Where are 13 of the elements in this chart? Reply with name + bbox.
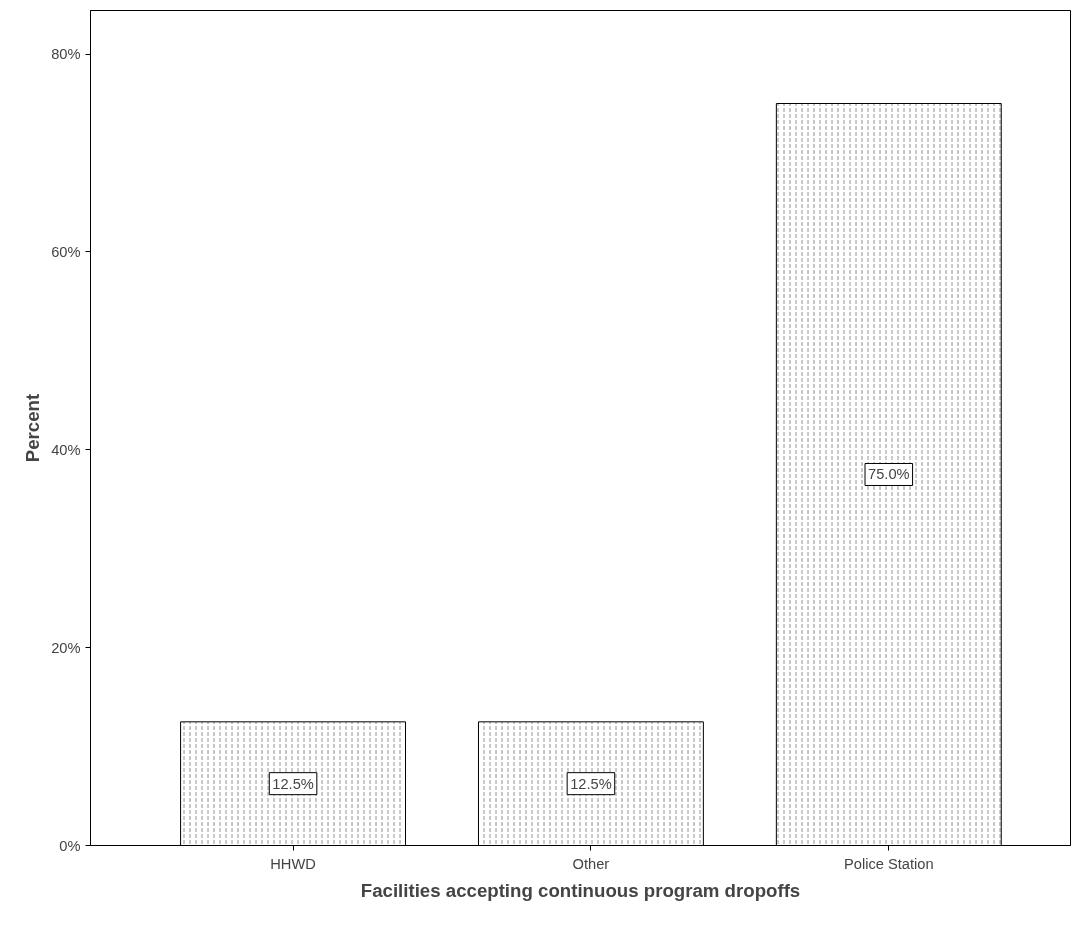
y-tick-label: 40% (51, 441, 81, 458)
y-tick-label: 0% (59, 837, 81, 854)
x-tick-label: HHWD (270, 855, 316, 872)
y-tick-label: 20% (51, 639, 81, 656)
x-tick-label: Other (572, 855, 610, 872)
data-label: 12.5% (570, 775, 612, 792)
x-axis-title: Facilities accepting continuous program dropoffs (360, 879, 801, 901)
y-tick-label: 60% (51, 243, 81, 260)
x-tick-label: Police Station (843, 855, 934, 872)
y-axis-title: Percent (22, 393, 44, 463)
y-tick-label: 80% (51, 46, 81, 63)
data-label: 12.5% (272, 775, 314, 792)
data-label: 75.0% (868, 466, 910, 483)
